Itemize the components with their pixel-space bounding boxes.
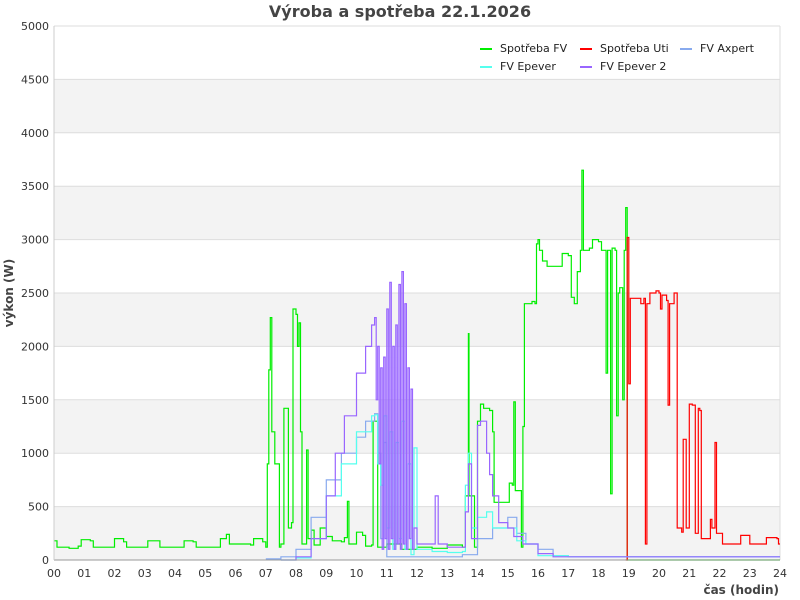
grid-band xyxy=(54,399,780,454)
x-tick-label: 20 xyxy=(652,567,666,580)
legend-box xyxy=(475,36,761,76)
chart-title: Výroba a spotřeba 22.1.2026 xyxy=(269,2,531,21)
x-tick-label: 21 xyxy=(682,567,696,580)
y-tick-label: 3000 xyxy=(21,234,49,247)
legend-label: Spotřeba FV xyxy=(500,42,568,55)
x-tick-label: 09 xyxy=(319,567,333,580)
x-tick-label: 23 xyxy=(743,567,757,580)
series-lines xyxy=(54,169,780,561)
x-tick-label: 13 xyxy=(440,567,454,580)
x-axis-label: čas (hodin) xyxy=(703,583,779,597)
legend-label: FV Epever xyxy=(500,60,556,73)
x-tick-label: 06 xyxy=(229,567,243,580)
x-tick-label: 24 xyxy=(773,567,787,580)
x-tick-label: 16 xyxy=(531,567,545,580)
x-tick-label: 14 xyxy=(471,567,485,580)
x-tick-label: 19 xyxy=(622,567,636,580)
y-tick-label: 5000 xyxy=(21,20,49,33)
y-tick-label: 4000 xyxy=(21,127,49,140)
legend-label: FV Epever 2 xyxy=(600,60,666,73)
grid-band xyxy=(54,79,780,133)
x-tick-label: 05 xyxy=(198,567,212,580)
x-tick-label: 07 xyxy=(259,567,273,580)
legend-label: FV Axpert xyxy=(700,42,755,55)
x-tick-label: 08 xyxy=(289,567,303,580)
x-tick-label: 00 xyxy=(47,567,61,580)
x-tick-label: 22 xyxy=(713,567,727,580)
x-tick-label: 10 xyxy=(350,567,364,580)
y-tick-label: 2000 xyxy=(21,340,49,353)
series-line-4 xyxy=(280,271,780,561)
x-tick-label: 03 xyxy=(138,567,152,580)
x-tick-label: 18 xyxy=(592,567,606,580)
grid-bands xyxy=(54,79,780,560)
x-tick-label: 01 xyxy=(77,567,91,580)
x-tick-label: 02 xyxy=(108,567,122,580)
y-tick-label: 3500 xyxy=(21,180,49,193)
series-line-1 xyxy=(625,236,780,561)
grid-band xyxy=(54,186,780,240)
grid-band xyxy=(54,293,780,347)
x-tick-label: 04 xyxy=(168,567,182,580)
y-tick-label: 500 xyxy=(28,501,49,514)
x-tick-label: 12 xyxy=(410,567,424,580)
x-tick-labels: 00 01 02 03 04 05 06 07 08 09 10 11 12 13 14 15 16 17 18 19… xyxy=(47,567,787,580)
legend-label: Spotřeba Uti xyxy=(600,42,669,55)
y-tick-label: 2500 xyxy=(21,287,49,300)
x-tick-label: 11 xyxy=(380,567,394,580)
y-tick-labels: 0 500 1000 1500 2000 2500 3000 3500 4000 4500 5000 xyxy=(21,20,49,567)
x-tick-label: 15 xyxy=(501,567,515,580)
y-tick-label: 4500 xyxy=(21,73,49,86)
y-tick-label: 1500 xyxy=(21,394,49,407)
y-tick-label: 1000 xyxy=(21,447,49,460)
series-line-0 xyxy=(54,169,780,561)
y-tick-label: 0 xyxy=(42,554,49,567)
x-tick-label: 17 xyxy=(561,567,575,580)
y-axis-label: výkon (W) xyxy=(2,259,16,327)
legend: Spotřeba FV Spotřeba Uti FV Axpert FV Epeve… xyxy=(475,36,761,76)
